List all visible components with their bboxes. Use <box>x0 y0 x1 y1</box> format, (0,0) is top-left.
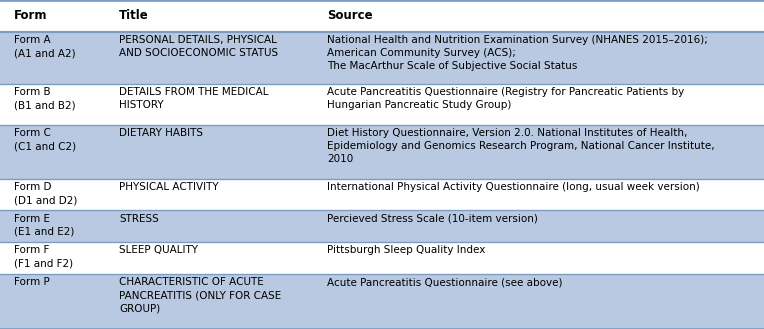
Bar <box>0 32 764 84</box>
Bar <box>0 211 764 242</box>
Text: National Health and Nutrition Examination Survey (NHANES 2015–2016);
American Co: National Health and Nutrition Examinatio… <box>327 35 708 71</box>
Text: Form E
(E1 and E2): Form E (E1 and E2) <box>14 214 74 237</box>
Text: Acute Pancreatitis Questionnaire (Registry for Pancreatic Patients by
Hungarian : Acute Pancreatitis Questionnaire (Regist… <box>327 87 685 110</box>
Text: Form P: Form P <box>14 277 50 287</box>
Text: CHARACTERISTIC OF ACUTE
PANCREATITIS (ONLY FOR CASE
GROUP): CHARACTERISTIC OF ACUTE PANCREATITIS (ON… <box>119 277 281 313</box>
Text: Percieved Stress Scale (10-item version): Percieved Stress Scale (10-item version) <box>327 214 538 224</box>
Bar <box>0 0 764 32</box>
Text: PHYSICAL ACTIVITY: PHYSICAL ACTIVITY <box>119 182 219 192</box>
Text: SLEEP QUALITY: SLEEP QUALITY <box>119 245 198 256</box>
Text: Title: Title <box>119 9 149 22</box>
Text: International Physical Activity Questionnaire (long, usual week version): International Physical Activity Question… <box>327 182 700 192</box>
Text: Form F
(F1 and F2): Form F (F1 and F2) <box>14 245 73 268</box>
Text: Pittsburgh Sleep Quality Index: Pittsburgh Sleep Quality Index <box>327 245 485 256</box>
Text: Form A
(A1 and A2): Form A (A1 and A2) <box>14 35 76 58</box>
Text: DETAILS FROM THE MEDICAL
HISTORY: DETAILS FROM THE MEDICAL HISTORY <box>119 87 269 110</box>
Bar <box>0 274 764 329</box>
Bar <box>0 125 764 179</box>
Text: PERSONAL DETAILS, PHYSICAL
AND SOCIOECONOMIC STATUS: PERSONAL DETAILS, PHYSICAL AND SOCIOECON… <box>119 35 278 58</box>
Text: STRESS: STRESS <box>119 214 159 224</box>
Text: Form D
(D1 and D2): Form D (D1 and D2) <box>14 182 77 205</box>
Bar <box>0 242 764 274</box>
Bar <box>0 84 764 125</box>
Text: Acute Pancreatitis Questionnaire (see above): Acute Pancreatitis Questionnaire (see ab… <box>327 277 562 287</box>
Text: Diet History Questionnaire, Version 2.0. National Institutes of Health,
Epidemio: Diet History Questionnaire, Version 2.0.… <box>327 128 714 164</box>
Text: DIETARY HABITS: DIETARY HABITS <box>119 128 203 139</box>
Text: Form C
(C1 and C2): Form C (C1 and C2) <box>14 128 76 151</box>
Text: Form: Form <box>14 9 47 22</box>
Text: Form B
(B1 and B2): Form B (B1 and B2) <box>14 87 76 110</box>
Bar <box>0 179 764 211</box>
Text: Source: Source <box>327 9 373 22</box>
